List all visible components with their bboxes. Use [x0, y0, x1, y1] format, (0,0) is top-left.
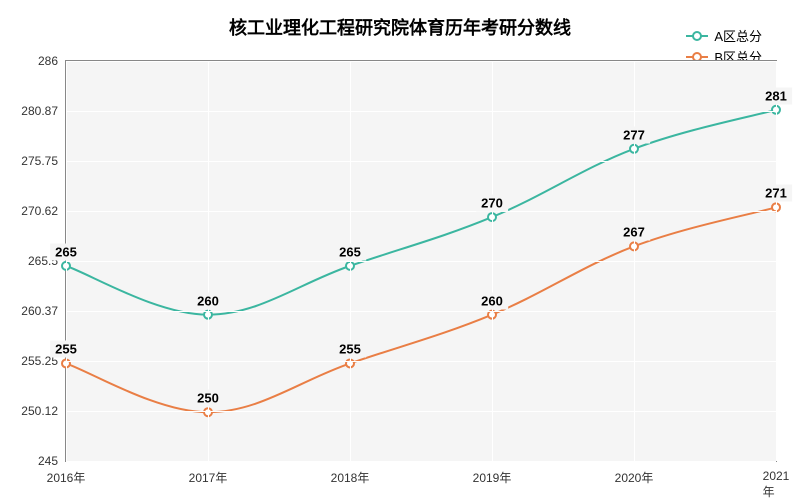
- grid-line-h: [66, 211, 776, 212]
- grid-line-v: [492, 61, 493, 461]
- legend-item: A区总分: [686, 26, 762, 45]
- data-label: 255: [334, 341, 366, 358]
- x-axis-label: 2019年: [473, 461, 512, 486]
- legend-label: A区总分: [714, 26, 762, 45]
- grid-line-h: [66, 311, 776, 312]
- grid-line-v: [776, 61, 777, 461]
- y-axis-label: 270.62: [21, 204, 66, 218]
- legend-swatch: [686, 35, 708, 37]
- grid-line-h: [66, 111, 776, 112]
- grid-line-h: [66, 161, 776, 162]
- y-axis-label: 286: [38, 54, 66, 68]
- data-label: 260: [476, 292, 508, 309]
- x-axis-label: 2018年: [331, 461, 370, 486]
- grid-line-h: [66, 461, 776, 462]
- data-label: 265: [50, 243, 82, 260]
- y-axis-label: 275.75: [21, 154, 66, 168]
- grid-line-h: [66, 411, 776, 412]
- legend-swatch: [686, 56, 708, 58]
- x-axis-label: 2021年: [763, 461, 790, 500]
- grid-line-h: [66, 361, 776, 362]
- series-line: [66, 110, 776, 315]
- data-label: 267: [618, 224, 650, 241]
- grid-line-v: [66, 61, 67, 461]
- grid-line-v: [350, 61, 351, 461]
- grid-line-v: [634, 61, 635, 461]
- grid-line-h: [66, 61, 776, 62]
- grid-line-h: [66, 261, 776, 262]
- data-label: 281: [760, 87, 792, 104]
- x-axis-label: 2017年: [189, 461, 228, 486]
- plot-area: 245250.12255.25260.37265.5270.62275.7528…: [65, 60, 777, 462]
- chart-container: 核工业理化工程研究院体育历年考研分数线 A区总分B区总分 245250.1225…: [0, 0, 800, 500]
- data-label: 255: [50, 341, 82, 358]
- data-label: 271: [760, 185, 792, 202]
- data-label: 250: [192, 390, 224, 407]
- chart-title: 核工业理化工程研究院体育历年考研分数线: [229, 14, 571, 40]
- data-label: 277: [618, 126, 650, 143]
- data-label: 265: [334, 243, 366, 260]
- y-axis-label: 260.37: [21, 304, 66, 318]
- y-axis-label: 280.87: [21, 104, 66, 118]
- x-axis-label: 2016年: [47, 461, 86, 486]
- data-label: 270: [476, 195, 508, 212]
- y-axis-label: 250.12: [21, 404, 66, 418]
- data-label: 260: [192, 292, 224, 309]
- x-axis-label: 2020年: [615, 461, 654, 486]
